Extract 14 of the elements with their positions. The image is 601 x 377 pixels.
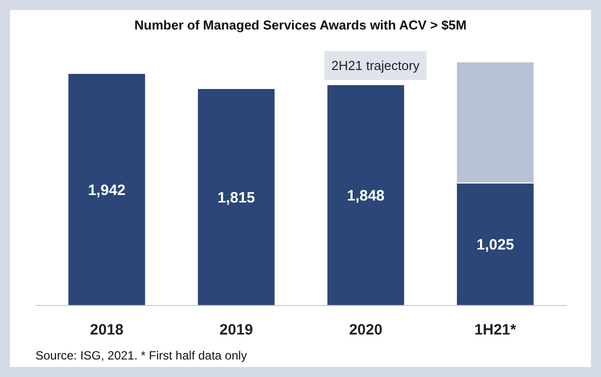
x-tick-label: 2020	[349, 322, 382, 338]
text: 2H21 trajectory	[331, 58, 420, 74]
x-tick-label: 2018	[90, 322, 124, 338]
data-label: 1,942	[88, 182, 126, 199]
data-label: 1,815	[217, 190, 256, 207]
data-label: 1,848	[346, 188, 385, 205]
bar	[67, 72, 146, 306]
bar	[196, 88, 276, 306]
bar	[326, 84, 406, 306]
x-tick-label: 1H21*	[474, 322, 516, 338]
x-tick-label: 2019	[220, 322, 253, 338]
source-note: Source: ISG, 2021. * First half data only	[36, 348, 247, 362]
data-label: 1,025	[476, 236, 514, 254]
chart-title: Number of Managed Services Awards with ACV > $5M	[134, 18, 467, 32]
